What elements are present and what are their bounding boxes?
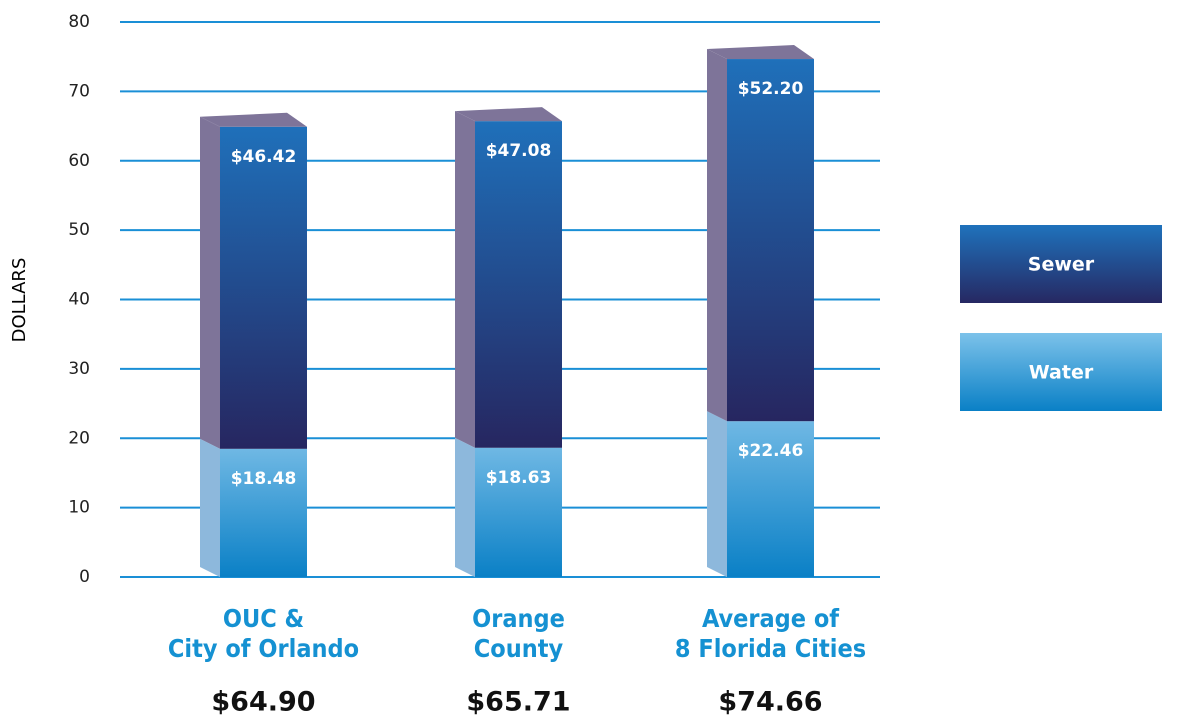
value-label: $18.48 (231, 469, 297, 489)
bar-top (200, 112, 307, 127)
total-label: $74.66 (718, 687, 822, 718)
y-tick-label: 10 (68, 498, 90, 518)
bar (727, 59, 814, 422)
y-tick-label: 20 (68, 428, 90, 448)
legend-swatch (960, 225, 1162, 303)
y-tick-label: 50 (68, 220, 90, 240)
y-tick-label: 0 (79, 567, 90, 587)
bar-side (455, 437, 475, 577)
value-label: $22.46 (738, 441, 804, 461)
bar-side (707, 49, 727, 422)
y-tick-label: 70 (68, 81, 90, 101)
bar-side (707, 411, 727, 577)
y-tick-label: 80 (68, 12, 90, 32)
bar-top (707, 45, 814, 60)
total-label: $64.90 (211, 687, 315, 718)
value-label: $18.63 (486, 468, 552, 488)
bar (220, 448, 307, 577)
x-tick-label: Orange County (472, 604, 565, 663)
value-label: $47.08 (486, 141, 552, 161)
x-tick-label: Average of 8 Florida Cities (674, 604, 867, 663)
bar-side (200, 116, 220, 449)
total-label: $65.71 (466, 687, 570, 718)
value-label: $52.20 (738, 79, 804, 99)
x-tick-label: OUC & City of Orlando (167, 604, 360, 663)
legend-swatch (960, 333, 1162, 411)
y-tick-label: 60 (68, 151, 90, 171)
bar (475, 121, 562, 448)
bar-side (200, 438, 220, 577)
y-tick-label: 40 (68, 290, 90, 310)
bar (727, 421, 814, 577)
bar-side (455, 111, 475, 448)
value-label: $46.42 (231, 147, 297, 167)
y-tick-label: 30 (68, 359, 90, 379)
bar-top (455, 107, 562, 122)
legend-label: Sewer (1028, 254, 1095, 276)
legend-label: Water (1029, 362, 1094, 384)
bar (220, 126, 307, 449)
y-axis-label: DOLLARS (9, 258, 30, 343)
bar (475, 447, 562, 577)
